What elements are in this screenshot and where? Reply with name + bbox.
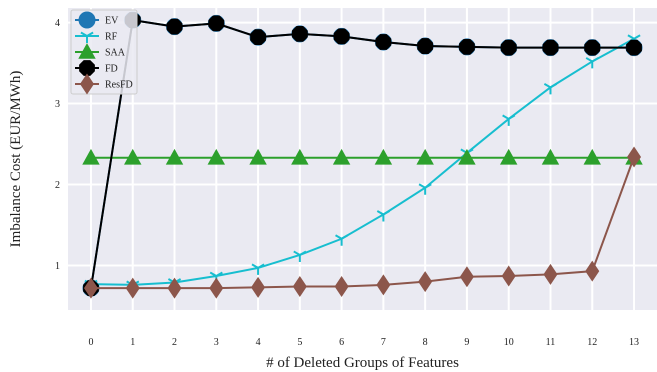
plot-background bbox=[68, 8, 657, 310]
data-point bbox=[82, 148, 100, 165]
data-point bbox=[583, 148, 601, 165]
x-tick-label: 8 bbox=[423, 337, 428, 348]
legend-label: ResFD bbox=[105, 80, 133, 91]
data-point bbox=[251, 263, 265, 275]
data-point bbox=[208, 15, 225, 32]
data-point bbox=[166, 18, 183, 35]
data-point bbox=[291, 26, 308, 42]
data-point bbox=[83, 277, 98, 299]
y-tick-label: 4 bbox=[55, 18, 60, 29]
data-point bbox=[375, 34, 392, 50]
data-point bbox=[291, 148, 309, 165]
data-point bbox=[418, 183, 432, 195]
data-point bbox=[542, 39, 559, 56]
data-point bbox=[416, 148, 434, 165]
x-tick-label: 7 bbox=[381, 337, 386, 348]
legend-label: SAA bbox=[105, 48, 126, 59]
data-point bbox=[125, 277, 140, 299]
data-point bbox=[165, 148, 184, 165]
x-tick-label: 6 bbox=[339, 337, 344, 348]
data-point bbox=[585, 57, 599, 69]
series-line bbox=[90, 37, 635, 286]
data-point bbox=[335, 234, 349, 246]
data-point bbox=[459, 266, 474, 288]
data-point bbox=[334, 276, 349, 298]
y-ticks: 1 2 3 4 bbox=[55, 18, 60, 272]
data-point bbox=[458, 148, 476, 165]
legend-marker bbox=[80, 31, 94, 43]
data-point bbox=[543, 82, 558, 95]
data-point bbox=[584, 39, 601, 56]
x-tick-label: 13 bbox=[629, 337, 639, 348]
data-point bbox=[627, 146, 642, 168]
x-tick-label: 9 bbox=[464, 337, 469, 348]
legend-label: FD bbox=[105, 64, 118, 75]
x-tick-label: 2 bbox=[172, 337, 177, 348]
x-axis-title: # of Deleted Groups of Features bbox=[266, 355, 459, 371]
x-tick-label: 11 bbox=[546, 337, 556, 348]
x-tick-label: 3 bbox=[214, 337, 219, 348]
y-axis-title: Imbalance Cost (EUR/MWh) bbox=[8, 71, 24, 248]
legend-item: SAA bbox=[75, 43, 126, 59]
x-tick-label: 12 bbox=[587, 337, 597, 348]
data-point bbox=[541, 148, 560, 165]
legend-label: RF bbox=[105, 32, 118, 43]
data-point bbox=[207, 148, 226, 165]
legend-item: ResFD bbox=[75, 73, 133, 95]
x-ticks: 0 1 2 3 4 5 6 7 8 9 10 11 12 13 bbox=[88, 337, 639, 348]
x-tick-label: 0 bbox=[88, 337, 93, 348]
legend-label: EV bbox=[105, 16, 119, 27]
data-point bbox=[626, 39, 642, 56]
data-point bbox=[417, 38, 434, 54]
data-point bbox=[501, 265, 516, 287]
legend: EV RF SAA FD ResFD bbox=[70, 9, 138, 95]
data-point bbox=[502, 114, 516, 126]
data-point bbox=[376, 274, 391, 296]
legend-marker bbox=[78, 43, 96, 59]
data-point bbox=[293, 250, 307, 262]
data-point bbox=[251, 276, 266, 298]
data-point bbox=[250, 29, 266, 46]
legend-marker bbox=[79, 73, 95, 95]
data-point bbox=[209, 277, 224, 299]
data-point bbox=[585, 260, 600, 282]
data-point bbox=[499, 148, 518, 165]
data-point bbox=[292, 276, 307, 298]
data-point bbox=[459, 38, 475, 55]
data-point bbox=[500, 39, 517, 56]
data-point bbox=[167, 277, 182, 299]
y-tick-label: 2 bbox=[55, 180, 60, 191]
data-point bbox=[333, 28, 350, 45]
data-point bbox=[374, 148, 393, 165]
data-point bbox=[418, 271, 433, 293]
data-point bbox=[332, 148, 351, 165]
x-tick-label: 10 bbox=[504, 337, 514, 348]
legend-marker bbox=[78, 11, 96, 29]
data-point bbox=[376, 210, 390, 222]
x-tick-label: 1 bbox=[130, 337, 135, 348]
series-resfd bbox=[83, 146, 642, 299]
series-saa bbox=[82, 148, 643, 165]
data-point bbox=[543, 263, 558, 285]
x-tick-label: 4 bbox=[256, 337, 261, 348]
y-tick-label: 3 bbox=[55, 99, 60, 110]
y-tick-label: 1 bbox=[55, 261, 60, 272]
legend-item: RF bbox=[75, 31, 118, 43]
data-point bbox=[249, 148, 267, 165]
legend-item: EV bbox=[75, 11, 119, 29]
legend-marker bbox=[79, 60, 95, 76]
data-point bbox=[124, 148, 142, 165]
x-tick-label: 5 bbox=[297, 337, 302, 348]
